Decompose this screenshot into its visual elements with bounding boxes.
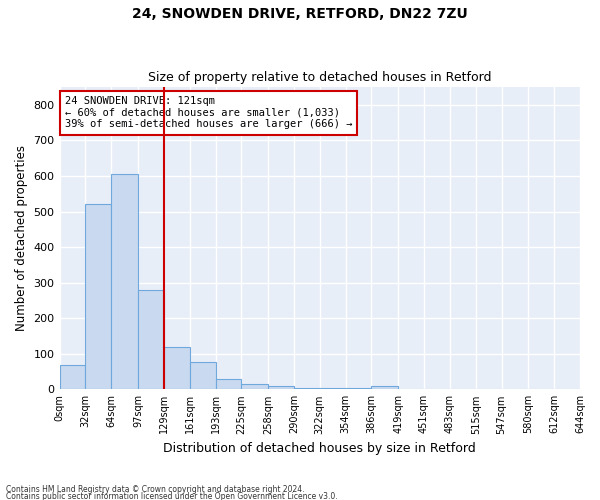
Bar xyxy=(215,380,241,390)
Bar xyxy=(320,388,346,390)
Bar xyxy=(371,386,398,390)
Text: 24, SNOWDEN DRIVE, RETFORD, DN22 7ZU: 24, SNOWDEN DRIVE, RETFORD, DN22 7ZU xyxy=(132,8,468,22)
X-axis label: Distribution of detached houses by size in Retford: Distribution of detached houses by size … xyxy=(163,442,476,455)
Bar xyxy=(138,290,164,390)
Bar xyxy=(268,386,294,390)
Bar xyxy=(111,174,138,390)
Text: Contains HM Land Registry data © Crown copyright and database right 2024.: Contains HM Land Registry data © Crown c… xyxy=(6,486,305,494)
Bar xyxy=(190,362,215,390)
Bar xyxy=(85,204,111,390)
Bar xyxy=(164,346,190,390)
Title: Size of property relative to detached houses in Retford: Size of property relative to detached ho… xyxy=(148,72,491,85)
Bar xyxy=(59,365,85,390)
Bar xyxy=(241,384,268,390)
Text: 24 SNOWDEN DRIVE: 121sqm
← 60% of detached houses are smaller (1,033)
39% of sem: 24 SNOWDEN DRIVE: 121sqm ← 60% of detach… xyxy=(65,96,352,130)
Bar xyxy=(294,388,320,390)
Y-axis label: Number of detached properties: Number of detached properties xyxy=(15,145,28,331)
Text: Contains public sector information licensed under the Open Government Licence v3: Contains public sector information licen… xyxy=(6,492,338,500)
Bar xyxy=(346,388,371,390)
